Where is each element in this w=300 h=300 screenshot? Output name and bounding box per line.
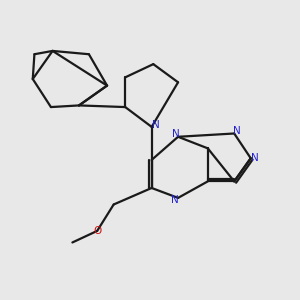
Text: N: N <box>172 129 179 139</box>
Text: N: N <box>171 194 178 205</box>
Text: N: N <box>152 120 160 130</box>
Text: N: N <box>251 153 259 163</box>
Text: N: N <box>233 126 241 136</box>
Text: O: O <box>93 226 101 236</box>
